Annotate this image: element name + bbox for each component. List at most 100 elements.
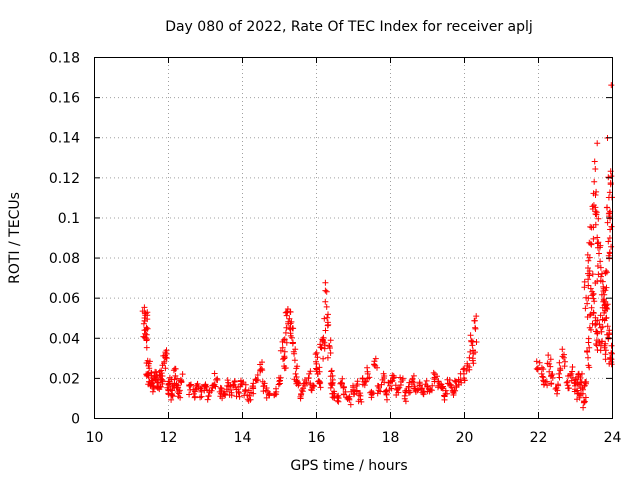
data-point <box>584 300 591 307</box>
data-point <box>581 278 588 285</box>
x-tick-label: 14 <box>234 430 252 446</box>
data-point <box>597 264 604 271</box>
data-point <box>265 391 272 398</box>
data-point <box>608 243 615 250</box>
data-point <box>364 375 371 382</box>
data-point <box>292 370 299 377</box>
data-point <box>604 323 611 330</box>
data-point <box>322 327 329 334</box>
data-point <box>447 381 454 388</box>
data-point <box>390 375 397 382</box>
data-point <box>572 376 579 383</box>
data-point <box>254 372 261 378</box>
data-point <box>585 354 591 361</box>
data-point <box>540 366 547 373</box>
data-point <box>197 394 204 401</box>
data-point <box>608 349 615 356</box>
data-point <box>559 346 566 353</box>
data-point <box>608 342 615 349</box>
data-point <box>603 268 609 274</box>
data-point <box>358 398 365 405</box>
data-point <box>414 387 421 394</box>
data-point <box>340 391 347 398</box>
data-point <box>605 335 612 342</box>
data-point <box>597 347 604 354</box>
data-point <box>429 382 436 389</box>
data-point <box>599 323 606 330</box>
data-point <box>144 325 151 332</box>
data-point <box>236 390 242 396</box>
data-point <box>168 396 175 403</box>
data-point <box>314 354 321 361</box>
y-tick-label: 0.02 <box>49 371 80 387</box>
data-point <box>450 392 457 398</box>
data-point <box>594 317 601 324</box>
data-point <box>328 368 335 375</box>
data-point <box>541 381 548 388</box>
data-point <box>458 379 465 386</box>
data-point <box>290 339 296 346</box>
y-tick-labels: 0 0.02 0.04 0.06 0.08 0.1 0.12 0.14 0.16 0.18 <box>49 51 80 428</box>
data-point <box>547 356 554 363</box>
x-tick-labels: 10 12 14 16 18 20 22 24 <box>86 430 622 446</box>
data-point <box>281 348 288 355</box>
data-point <box>562 358 568 365</box>
data-point <box>606 189 613 196</box>
data-point <box>375 387 382 394</box>
y-tick-label: 0.1 <box>58 211 80 227</box>
data-point <box>317 341 324 348</box>
data-point <box>177 394 184 401</box>
data-point <box>192 387 199 393</box>
data-point <box>606 255 613 262</box>
data-point <box>254 377 261 384</box>
data-point <box>599 278 606 285</box>
data-point <box>591 298 598 305</box>
data-point <box>364 368 371 375</box>
data-point <box>157 384 164 390</box>
data-point <box>260 388 267 395</box>
data-point <box>592 166 599 172</box>
data-point <box>314 371 321 377</box>
data-point <box>548 373 554 380</box>
data-point <box>601 342 608 349</box>
chart-title: Day 080 of 2022, Rate Of TEC Index for r… <box>165 19 533 35</box>
data-point <box>411 385 418 392</box>
data-point <box>367 389 374 396</box>
data-point <box>599 338 606 345</box>
data-point <box>603 302 610 309</box>
data-point <box>166 374 173 381</box>
x-tick-label: 24 <box>604 430 622 446</box>
data-point <box>421 389 428 395</box>
y-tick-label: 0.12 <box>49 171 80 187</box>
data-point <box>149 388 156 395</box>
data-point <box>601 291 608 298</box>
data-point <box>538 370 545 377</box>
data-point <box>158 376 165 383</box>
y-tick-label: 0 <box>71 412 80 428</box>
data-point <box>165 378 172 385</box>
data-point <box>246 392 253 399</box>
data-point <box>140 333 147 340</box>
data-point <box>599 270 605 277</box>
data-point <box>319 336 326 343</box>
data-point <box>324 322 331 329</box>
data-point <box>305 375 312 382</box>
data-point <box>179 371 186 378</box>
data-point <box>582 379 588 386</box>
data-point <box>585 282 592 289</box>
data-point <box>297 395 304 402</box>
data-point <box>169 383 176 390</box>
data-point <box>407 389 414 396</box>
data-point <box>586 364 593 371</box>
data-point <box>312 351 319 358</box>
data-point <box>308 386 315 393</box>
y-tick-label: 0.04 <box>49 331 80 347</box>
data-point <box>198 393 205 400</box>
data-point <box>593 209 600 216</box>
data-point <box>533 358 540 365</box>
data-point <box>555 382 562 389</box>
y-tick-label: 0.06 <box>49 291 80 307</box>
data-point <box>401 395 408 402</box>
data-point <box>602 307 609 314</box>
data-point <box>451 377 458 384</box>
